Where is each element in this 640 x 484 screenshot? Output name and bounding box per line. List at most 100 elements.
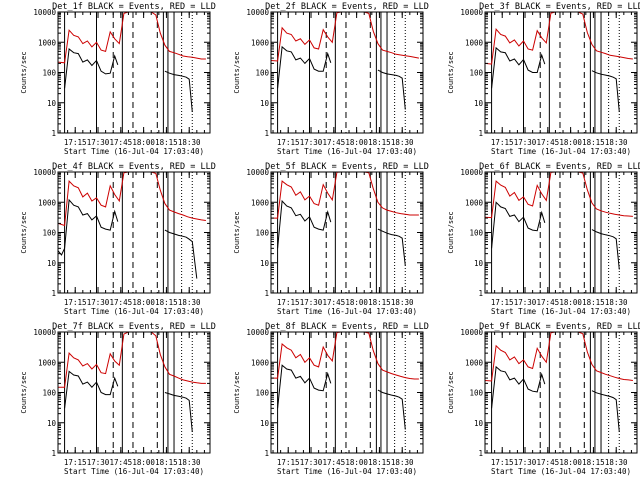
x-tick-label: 17:45 bbox=[110, 298, 133, 307]
x-axis-label: Start Time (16-Jul-04 17:03:40) bbox=[64, 147, 204, 156]
x-tick-label: 18:00 bbox=[132, 138, 155, 147]
y-tick-label: 10000 bbox=[33, 328, 56, 337]
x-tick-label: 17:30 bbox=[300, 138, 323, 147]
chart-panel-6f: Det_6f BLACK = Events, RED = LLD 1 10 100 10… bbox=[447, 162, 640, 316]
y-tick-label: 10 bbox=[260, 99, 270, 108]
series-line-events bbox=[64, 370, 193, 432]
x-tick-label: 17:15 bbox=[277, 458, 300, 467]
x-axis-label: Start Time (16-Jul-04 17:03:40) bbox=[64, 467, 204, 476]
x-tick-label: 18:30 bbox=[605, 458, 628, 467]
y-tick-label: 10 bbox=[47, 419, 57, 428]
x-tick-label: 18:15 bbox=[155, 298, 178, 307]
y-tick-label: 10000 bbox=[460, 8, 483, 17]
x-axis-label: Start Time (16-Jul-04 17:03:40) bbox=[491, 147, 631, 156]
x-tick-label: 17:45 bbox=[537, 138, 560, 147]
chart-title: Det_9f BLACK = Events, RED = LLD bbox=[479, 322, 640, 332]
y-tick-label: 10 bbox=[474, 259, 484, 268]
y-tick-label: 100 bbox=[469, 69, 483, 78]
series-line-events bbox=[64, 48, 193, 112]
x-tick-label: 18:30 bbox=[178, 138, 201, 147]
x-tick-label: 18:15 bbox=[582, 138, 605, 147]
series-line-lld bbox=[271, 172, 419, 219]
y-tick-label: 10 bbox=[474, 99, 484, 108]
series-line-lld bbox=[485, 332, 633, 382]
series-line-lld bbox=[485, 172, 633, 219]
y-tick-label: 10 bbox=[260, 419, 270, 428]
y-axis-label: Counts/sec bbox=[20, 51, 28, 93]
x-tick-label: 17:15 bbox=[277, 138, 300, 147]
y-tick-label: 100 bbox=[42, 389, 56, 398]
y-tick-label: 1000 bbox=[251, 38, 270, 47]
series-line-lld bbox=[271, 12, 419, 62]
x-tick-label: 17:15 bbox=[491, 458, 514, 467]
series-line-lld bbox=[58, 332, 206, 388]
x-tick-label: 18:30 bbox=[178, 298, 201, 307]
y-axis-label: Counts/sec bbox=[233, 51, 241, 93]
plot-frame bbox=[484, 331, 638, 454]
x-tick-label: 17:45 bbox=[537, 458, 560, 467]
chart-title: Det_1f BLACK = Events, RED = LLD bbox=[52, 2, 216, 12]
x-tick-label: 18:00 bbox=[345, 138, 368, 147]
x-tick-label: 17:15 bbox=[491, 138, 514, 147]
y-tick-label: 10 bbox=[260, 259, 270, 268]
x-tick-label: 17:15 bbox=[491, 298, 514, 307]
y-axis-label: Counts/sec bbox=[233, 211, 241, 253]
chart-panel-7f: Det_7f BLACK = Events, RED = LLD 1 10 100 10… bbox=[20, 322, 216, 476]
series-line-events bbox=[491, 365, 620, 432]
series-line-events bbox=[491, 46, 620, 112]
x-tick-label: 17:30 bbox=[300, 458, 323, 467]
y-tick-label: 1000 bbox=[465, 198, 484, 207]
x-tick-label: 18:00 bbox=[132, 458, 155, 467]
plot-frame bbox=[270, 331, 424, 454]
x-axis-label: Start Time (16-Jul-04 17:03:40) bbox=[64, 307, 204, 316]
x-tick-label: 18:30 bbox=[391, 138, 414, 147]
chart-panel-1f: Det_1f BLACK = Events, RED = LLD 1 10 100 10… bbox=[20, 2, 216, 156]
series-line-lld bbox=[271, 332, 419, 380]
chart-title: Det_6f BLACK = Events, RED = LLD bbox=[479, 162, 640, 172]
y-tick-label: 100 bbox=[255, 389, 269, 398]
y-tick-label: 1 bbox=[478, 449, 483, 458]
x-tick-label: 17:45 bbox=[110, 458, 133, 467]
plot-frame bbox=[270, 171, 424, 294]
chart-title: Det_3f BLACK = Events, RED = LLD bbox=[479, 2, 640, 12]
y-tick-label: 10 bbox=[474, 419, 484, 428]
x-tick-label: 18:15 bbox=[582, 458, 605, 467]
y-tick-label: 100 bbox=[469, 229, 483, 238]
y-tick-label: 1 bbox=[264, 129, 269, 138]
x-tick-label: 18:30 bbox=[391, 298, 414, 307]
y-tick-label: 1000 bbox=[465, 358, 484, 367]
x-tick-label: 18:30 bbox=[391, 458, 414, 467]
x-tick-label: 18:30 bbox=[178, 458, 201, 467]
x-tick-label: 17:30 bbox=[87, 458, 110, 467]
plot-frame bbox=[484, 11, 638, 134]
plot-frame bbox=[270, 11, 424, 134]
y-tick-label: 1 bbox=[478, 289, 483, 298]
y-tick-label: 1 bbox=[51, 129, 56, 138]
plot-frame bbox=[57, 171, 211, 294]
x-tick-label: 18:00 bbox=[559, 458, 582, 467]
x-tick-label: 17:15 bbox=[64, 458, 87, 467]
chart-panel-9f: Det_9f BLACK = Events, RED = LLD 1 10 100 10… bbox=[447, 322, 640, 476]
x-tick-label: 18:15 bbox=[368, 138, 391, 147]
y-tick-label: 1 bbox=[264, 449, 269, 458]
y-axis-label: Counts/sec bbox=[447, 211, 455, 253]
series-line-events bbox=[277, 199, 406, 266]
y-axis-label: Counts/sec bbox=[447, 371, 455, 413]
y-axis-label: Counts/sec bbox=[20, 371, 28, 413]
x-tick-label: 18:00 bbox=[345, 458, 368, 467]
y-tick-label: 1 bbox=[478, 129, 483, 138]
y-tick-label: 1 bbox=[51, 449, 56, 458]
series-line-events bbox=[277, 364, 406, 430]
x-axis-label: Start Time (16-Jul-04 17:03:40) bbox=[491, 307, 631, 316]
y-tick-label: 10000 bbox=[246, 8, 269, 17]
chart-panel-2f: Det_2f BLACK = Events, RED = LLD 1 10 100 10… bbox=[233, 2, 429, 156]
y-tick-label: 100 bbox=[42, 69, 56, 78]
y-tick-label: 100 bbox=[255, 69, 269, 78]
x-tick-label: 17:45 bbox=[323, 458, 346, 467]
x-tick-label: 17:30 bbox=[514, 298, 537, 307]
x-axis-label: Start Time (16-Jul-04 17:03:40) bbox=[277, 467, 417, 476]
x-tick-label: 17:15 bbox=[277, 298, 300, 307]
x-tick-label: 17:15 bbox=[64, 298, 87, 307]
y-tick-label: 100 bbox=[469, 389, 483, 398]
y-tick-label: 1000 bbox=[251, 358, 270, 367]
